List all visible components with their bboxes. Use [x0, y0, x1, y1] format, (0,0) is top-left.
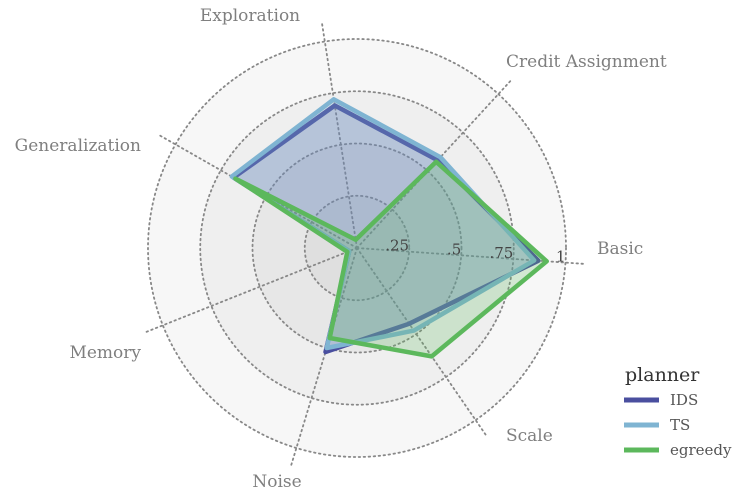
- ring-circle: [199, 90, 515, 406]
- spoke-memory: [144, 247, 358, 334]
- ring-circle: [303, 194, 411, 302]
- axis-label-basic: Basic: [597, 239, 643, 259]
- series-egreedy: [233, 159, 549, 359]
- spoke-scale: [356, 247, 488, 437]
- axis-label-memory: Memory: [69, 343, 141, 363]
- legend-label-egreedy: egreedy: [670, 441, 732, 459]
- ring-label: .75: [490, 244, 514, 262]
- spoke-credit-assignment: [356, 79, 513, 249]
- ring-circle: [147, 38, 567, 458]
- ring-label: .25: [385, 237, 409, 255]
- ring-circle: [251, 142, 463, 354]
- ring-label: .5: [447, 240, 461, 258]
- ring-label: 1: [556, 248, 566, 266]
- axis-label-scale: Scale: [506, 426, 553, 446]
- axis-label-exploration: Exploration: [200, 6, 300, 26]
- radar-labels: .25 .5 .75 1 Basic Credit Assignment Explorati…: [15, 6, 667, 492]
- spoke-generalization: [158, 134, 358, 249]
- spoke-noise: [290, 247, 358, 467]
- axis-label-credit-assignment: Credit Assignment: [506, 52, 667, 72]
- spoke-exploration: [321, 22, 358, 249]
- legend-label-ids: IDS: [670, 391, 698, 409]
- radar-series: [229, 97, 549, 359]
- radar-grid: [144, 22, 586, 467]
- legend-title: planner: [625, 364, 700, 386]
- legend-label-ts: TS: [670, 416, 690, 434]
- axis-label-generalization: Generalization: [15, 136, 141, 156]
- legend: planner IDS TS egreedy: [624, 364, 732, 459]
- axis-label-noise: Noise: [252, 472, 301, 492]
